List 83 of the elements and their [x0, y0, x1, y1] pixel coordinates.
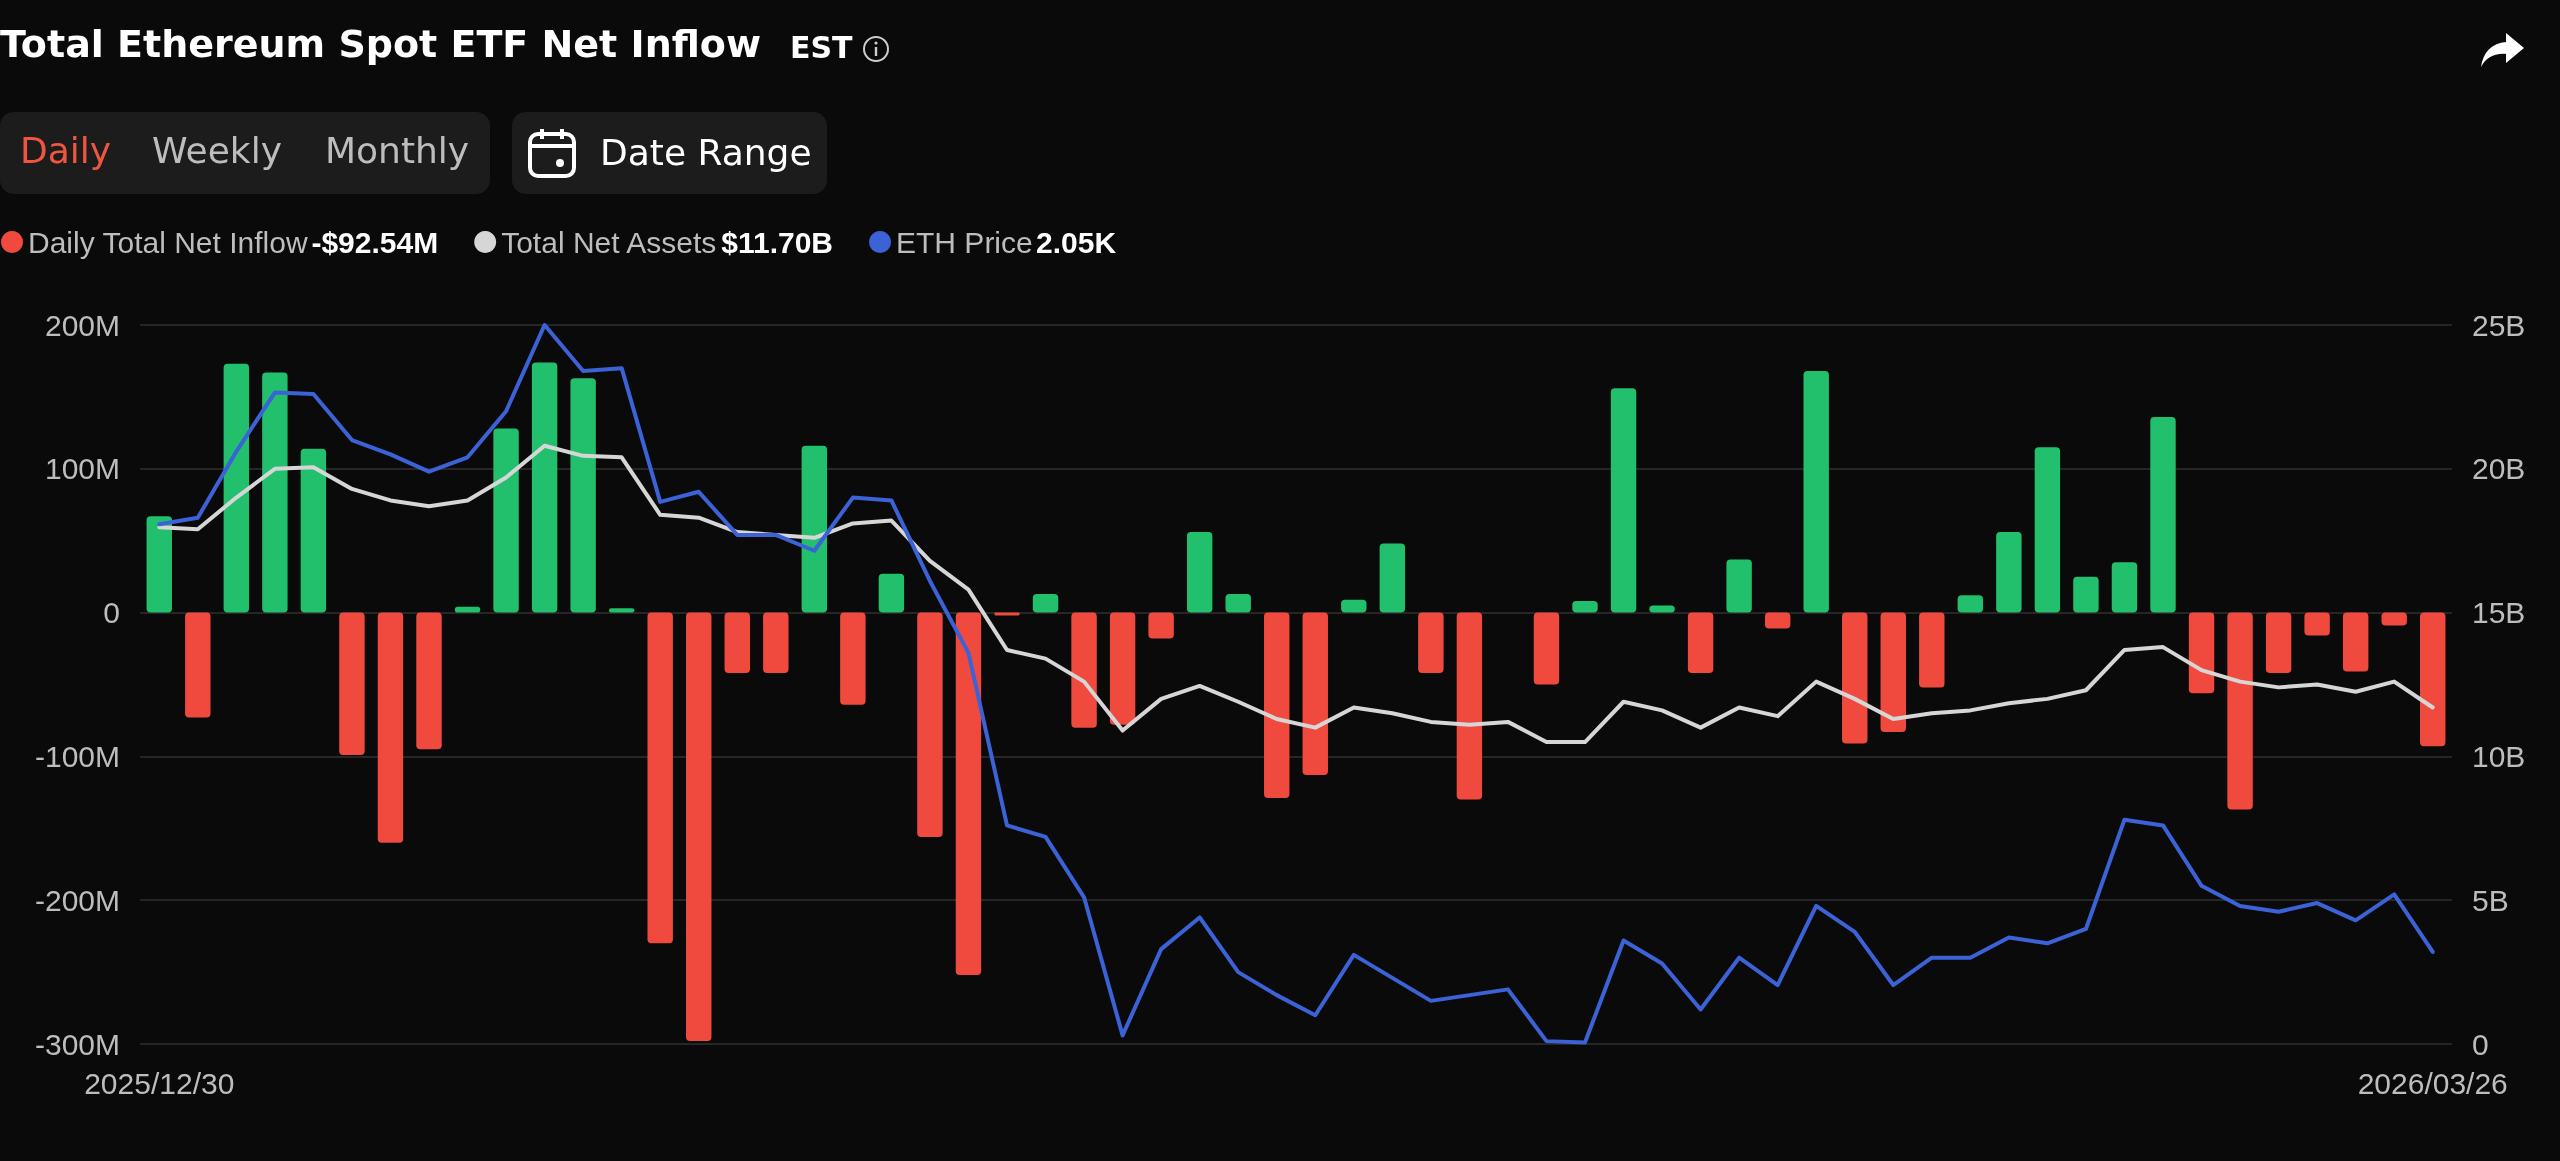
bar: [1764, 612, 1791, 629]
text: -$92.54M: [311, 225, 439, 259]
x-tick-label: 2025/12/30: [84, 1066, 235, 1100]
bar: [1032, 593, 1059, 613]
y-tick-label: 200M: [44, 308, 120, 342]
text: 2.05K: [1036, 225, 1117, 259]
y2-tick-label: 20B: [2472, 452, 2526, 486]
bar: [2420, 612, 2446, 747]
text: Monthly: [325, 130, 470, 171]
bar: [262, 372, 288, 613]
bar: [185, 612, 211, 718]
bar: [686, 612, 712, 1042]
bar: [1726, 559, 1752, 613]
bar: [1341, 599, 1367, 613]
bar: [493, 428, 519, 613]
bar: [840, 612, 866, 705]
y2-tick-label: 25B: [2472, 308, 2526, 342]
line-series: [157, 443, 2435, 745]
bar: [1880, 612, 1906, 732]
y2-tick-label: 10B: [2472, 739, 2526, 773]
bar: [647, 612, 673, 944]
x-tick-label: 2026/03/26: [2357, 1066, 2508, 1100]
y-tick-label: -300M: [34, 1027, 120, 1061]
bar: [878, 573, 905, 613]
bar: [2150, 417, 2176, 613]
bar: [1109, 612, 1136, 725]
bar: [300, 448, 327, 613]
bar: [2188, 612, 2215, 694]
bar: [1533, 612, 1560, 685]
bar: [1264, 612, 1290, 799]
bar: [1302, 612, 1328, 776]
y-tick-label: -100M: [34, 739, 120, 773]
y2-tick-label: 5B: [2472, 883, 2509, 917]
chart-title: Total Ethereum Spot ETF Net Inflow: [0, 22, 762, 66]
bar: [955, 612, 982, 975]
bar: [1919, 612, 1945, 688]
bar: [1225, 593, 1251, 613]
legend-label: ETH Price: [896, 225, 1033, 259]
bar: [801, 445, 828, 613]
text: Weekly: [152, 130, 282, 171]
bar: [416, 612, 442, 750]
text: $11.70B: [721, 225, 834, 259]
bar: [531, 362, 558, 613]
bar: [1610, 388, 1637, 613]
y-tick-label: 0: [103, 596, 120, 630]
bar: [1418, 612, 1444, 673]
legend-label: Daily Total Net Inflow: [28, 225, 308, 259]
bar: [1687, 612, 1714, 673]
bar: [2073, 576, 2099, 613]
bar: [223, 363, 250, 613]
bar: [146, 516, 172, 613]
bar: [1071, 612, 1097, 728]
bar: [763, 612, 789, 673]
bar: [1379, 543, 1406, 613]
y2-tick-label: 0: [2472, 1027, 2489, 1061]
bar: [724, 612, 750, 673]
text: EST: [790, 30, 853, 65]
y-tick-label: -200M: [34, 883, 120, 917]
bar: [2304, 612, 2330, 636]
bar: [2111, 562, 2138, 613]
bar: [1957, 595, 1984, 613]
bar: [377, 612, 404, 843]
bar: [1186, 532, 1213, 613]
y2-tick-label: 15B: [2472, 596, 2526, 630]
bar: [1803, 371, 1829, 613]
text: Date Range: [600, 132, 812, 173]
line-series: [157, 323, 2435, 1045]
legend-label: Total Net Assets: [501, 225, 717, 259]
y-tick-label: 100M: [44, 452, 120, 486]
bar: [1148, 612, 1174, 639]
bar: [1572, 601, 1598, 613]
bar: [2227, 612, 2253, 810]
bar: [2265, 612, 2292, 673]
bar: [2381, 612, 2407, 626]
bar: [1456, 612, 1483, 800]
bar: [339, 612, 365, 755]
bar: [1842, 612, 1868, 744]
bar: [1996, 532, 2022, 613]
bar: [570, 378, 596, 613]
text: Daily: [20, 130, 112, 171]
bar: [917, 612, 943, 837]
bar: [2342, 612, 2369, 672]
bar: [2034, 447, 2061, 613]
